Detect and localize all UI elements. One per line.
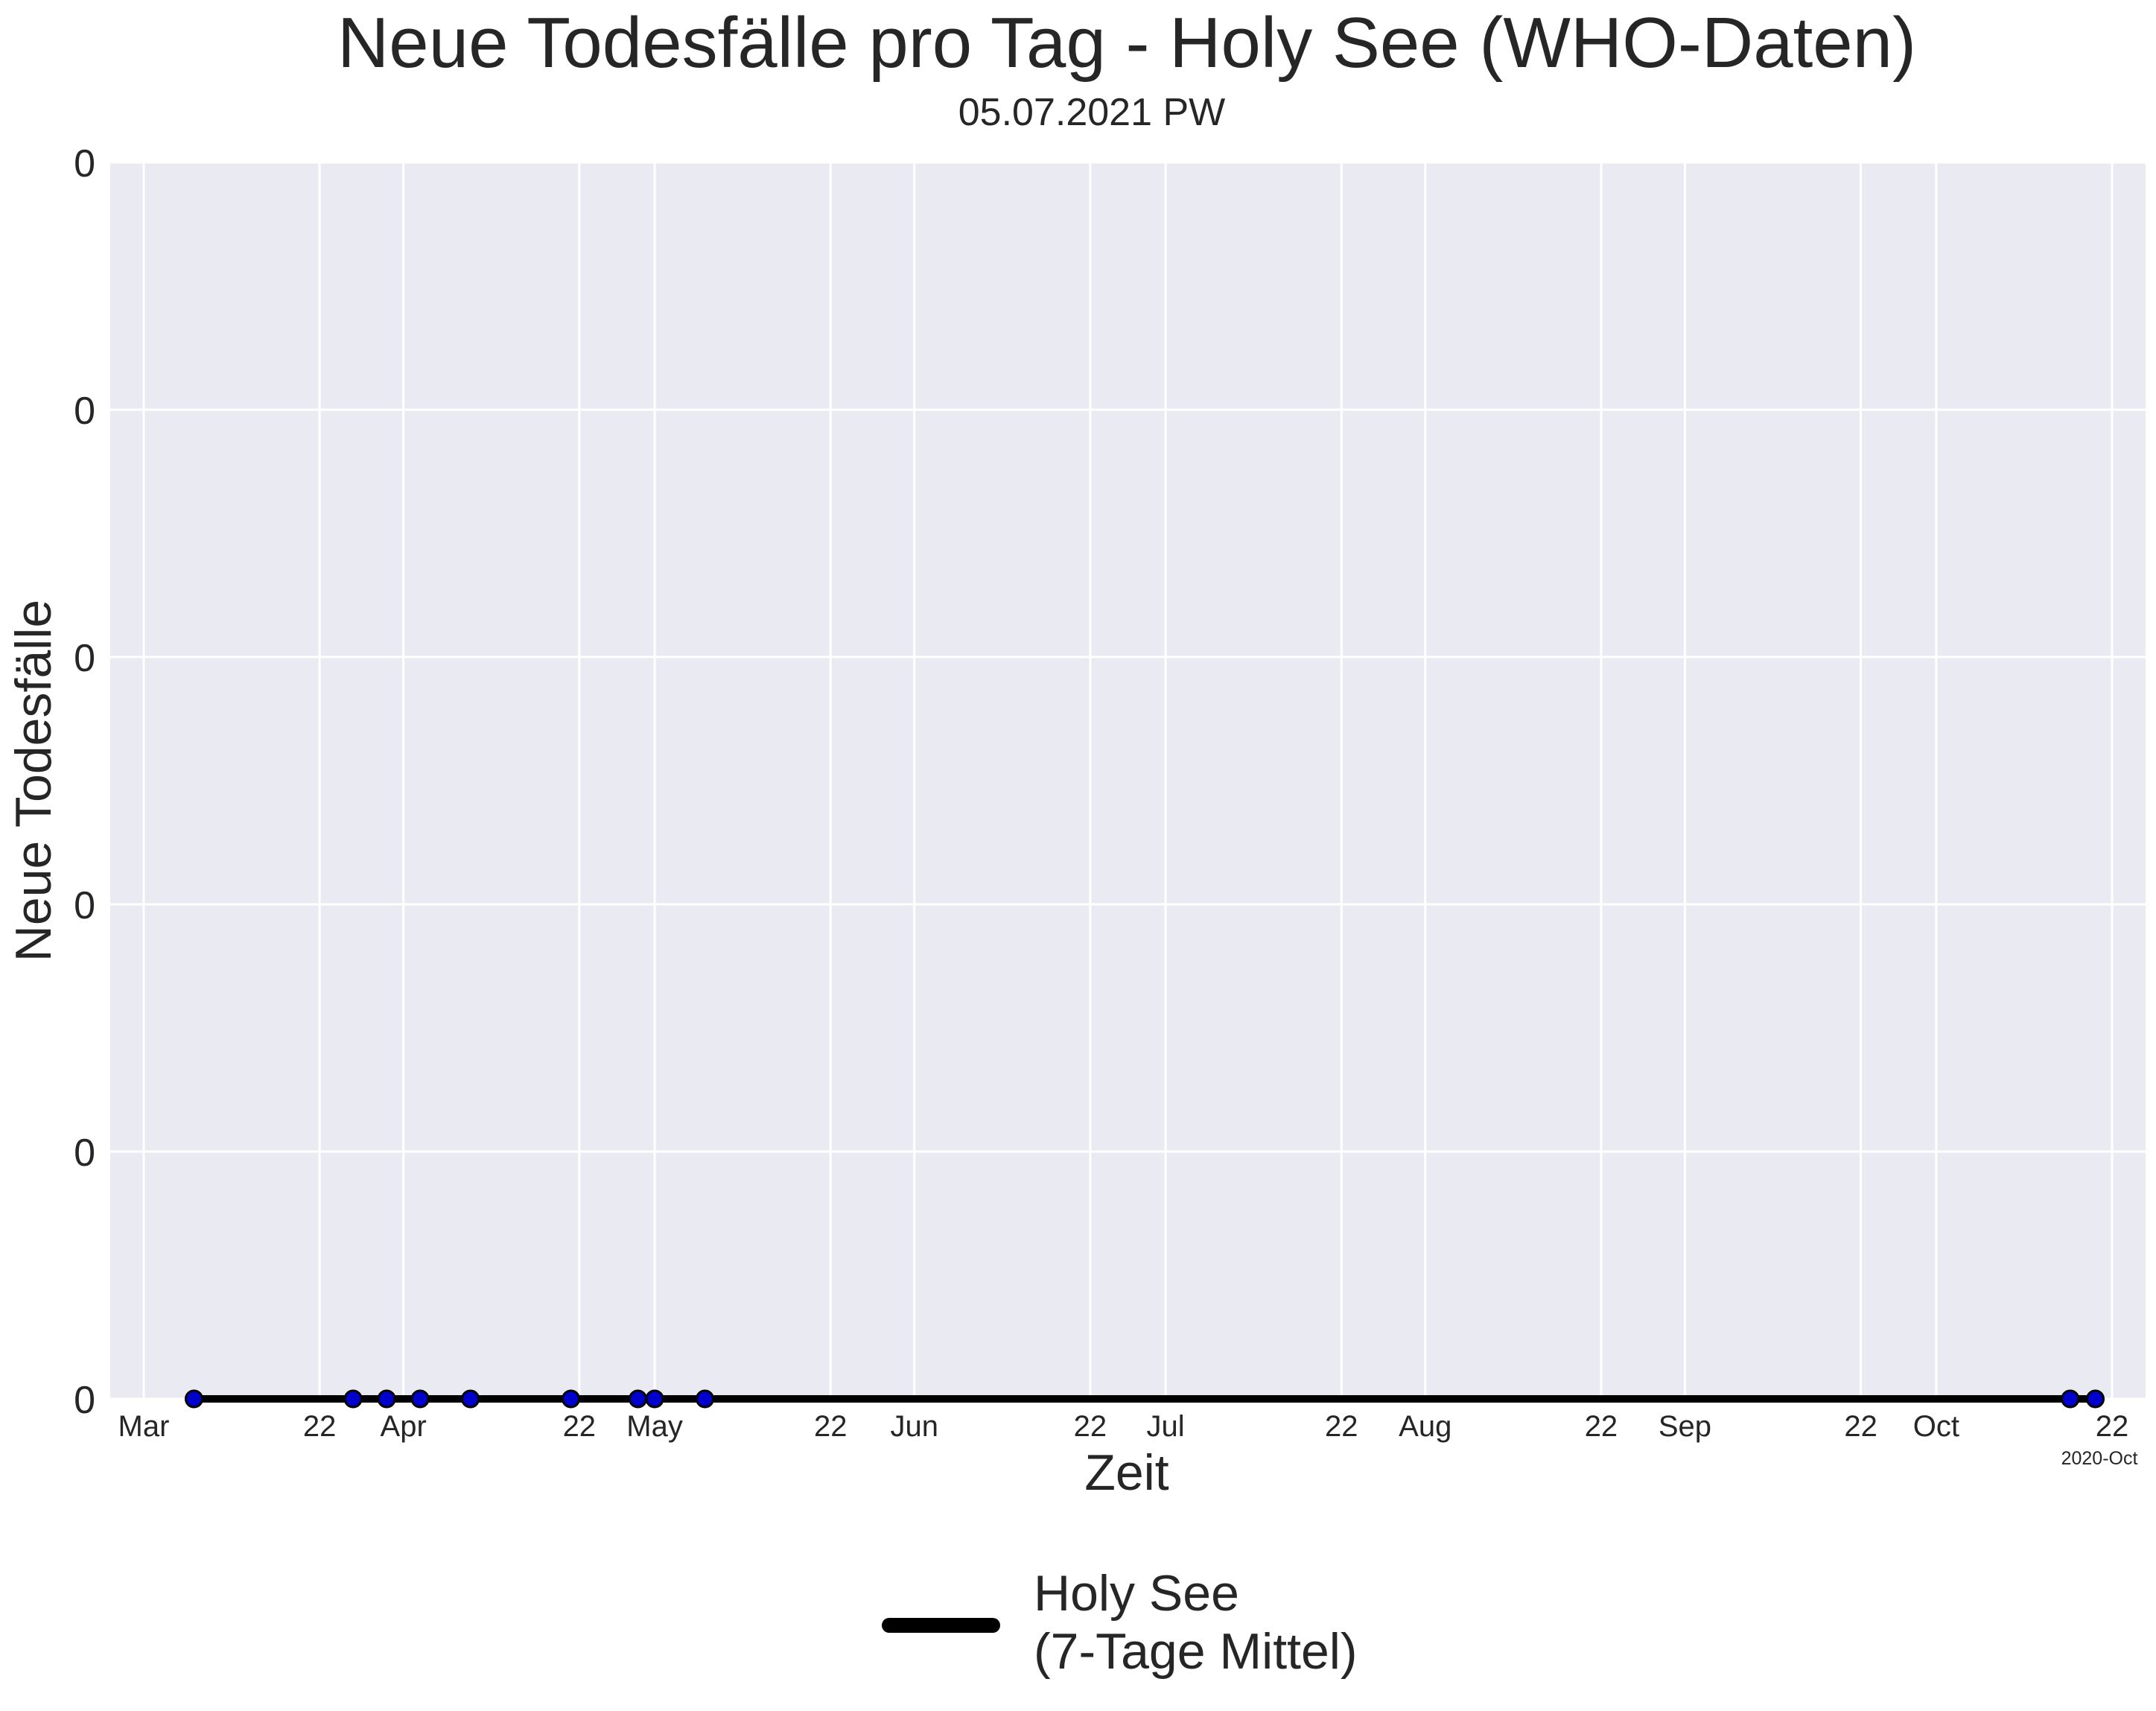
x-axis-label: Zeit <box>1084 1444 1168 1501</box>
x-tick-label: 22 <box>563 1410 597 1443</box>
y-tick-label: 0 <box>74 390 95 433</box>
y-tick-label: 0 <box>74 1379 95 1422</box>
data-point <box>184 1389 203 1409</box>
data-point <box>461 1389 480 1409</box>
x-tick-label: Jul <box>1147 1410 1185 1443</box>
data-point <box>410 1389 430 1409</box>
data-point <box>343 1389 363 1409</box>
series-layer <box>184 1389 2105 1409</box>
data-point <box>377 1389 396 1409</box>
data-point <box>562 1389 581 1409</box>
x-tick-label: Sep <box>1659 1410 1711 1443</box>
x-gridlines <box>142 162 2114 1399</box>
x-tick-label: Mar <box>118 1410 170 1443</box>
plot-area <box>110 162 2146 1399</box>
x-tick-label: 22 <box>814 1410 848 1443</box>
legend-entry-line-2: (7-Tage Mittel) <box>1034 1623 1358 1680</box>
legend: Holy See (7-Tage Mittel) <box>882 1565 1358 1680</box>
x-tick-label: May <box>626 1410 683 1443</box>
chart-title: Neue Todesfälle pro Tag - Holy See (WHO-… <box>337 3 1916 83</box>
x-tick-label: Apr <box>381 1410 427 1443</box>
x-tick-label: 22 <box>303 1410 337 1443</box>
data-point <box>645 1389 664 1409</box>
y-tick-label: 0 <box>74 142 95 185</box>
data-point <box>696 1389 715 1409</box>
x-tick-label: 22 <box>1585 1410 1618 1443</box>
chart-subtitle: 05.07.2021 PW <box>958 91 1225 134</box>
x-tick-label: Oct <box>1913 1410 1959 1443</box>
x-tick-label: 22 <box>1074 1410 1107 1443</box>
x-tick-label: 22 <box>1844 1410 1877 1443</box>
x-tick-label: 22 <box>2096 1410 2129 1443</box>
y-axis-label: Neue Todesfälle <box>5 600 62 962</box>
x-tick-label: 22 <box>1325 1410 1358 1443</box>
y-tick-label: 0 <box>74 637 95 680</box>
y-tick-label: 0 <box>74 884 95 927</box>
data-point <box>2086 1389 2105 1409</box>
y-tick-label: 0 <box>74 1131 95 1175</box>
y-tick-labels: 0 0 0 0 0 0 <box>74 142 95 1422</box>
data-point <box>629 1389 648 1409</box>
x-tick-label: Jun <box>890 1410 938 1443</box>
x-tick-label: Aug <box>1399 1410 1451 1443</box>
x-tick-labels: Mar 22 Apr 22 May 22 Jun 22 Jul 22 Aug 22 Sep 22 Oct 22 <box>118 1410 2129 1443</box>
data-point <box>2061 1389 2080 1409</box>
legend-entry-line-1: Holy See <box>1034 1565 1239 1622</box>
x-axis-offset-label: 2020-Oct <box>2061 1448 2138 1469</box>
